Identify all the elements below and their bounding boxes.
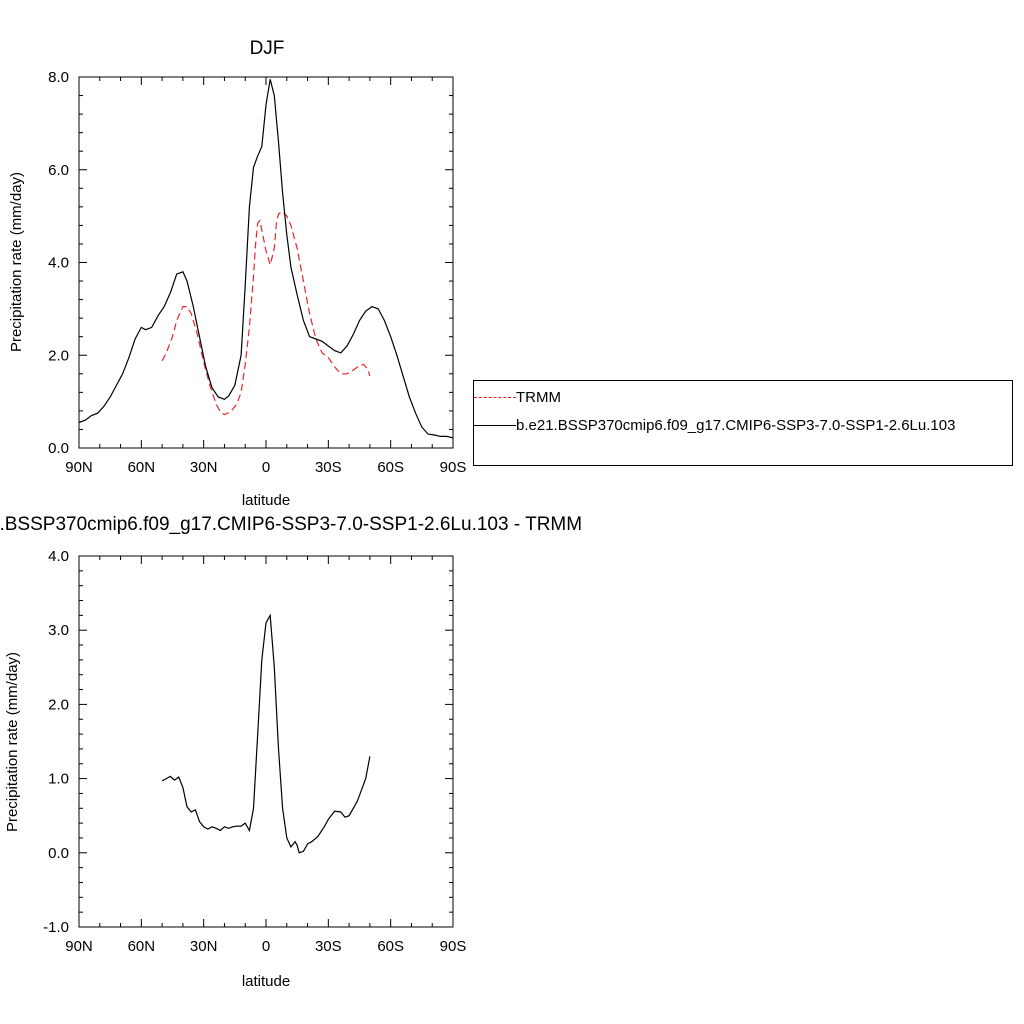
series-line-0	[161, 210, 371, 416]
chart-title: b.e21.BSSP370cmip6.f09_g17.CMIP6-SSP3-7.…	[0, 514, 582, 535]
x-tick-label: 60N	[128, 459, 156, 476]
y-tick-label: 4.0	[48, 255, 69, 272]
legend-label: TRMM	[516, 388, 561, 406]
y-tick-label: -1.0	[43, 919, 69, 936]
x-tick-label: 60N	[128, 938, 156, 955]
plot-frame	[78, 76, 454, 449]
y-tick-label: 6.0	[48, 162, 69, 179]
y-axis-label: Precipitation rate (mm/day)	[4, 652, 21, 832]
legend-entry-trmm: TRMM	[474, 387, 561, 407]
x-tick-label: 60S	[377, 459, 404, 476]
x-tick-label: 30S	[315, 459, 342, 476]
legend-entry-model: b.e21.BSSP370cmip6.f09_g17.CMIP6-SSP3-7.…	[474, 415, 955, 435]
x-tick-label: 60S	[377, 938, 404, 955]
series-group	[78, 79, 454, 439]
x-tick-label: 30S	[315, 938, 342, 955]
chart-title: DJF	[250, 38, 285, 59]
x-axis: 90N 60N 30N 0 30S 60S 90S	[65, 77, 466, 476]
legend: TRMM b.e21.BSSP370cmip6.f09_g17.CMIP6-SS…	[473, 380, 1013, 466]
x-tick-label: 0	[262, 938, 270, 955]
series-group	[161, 613, 371, 854]
legend-swatch-solid	[474, 424, 516, 426]
x-tick-label: 30N	[190, 938, 218, 955]
x-tick-label: 90S	[440, 938, 467, 955]
y-axis: 0.0 2.0 4.0 6.0 8.0	[48, 69, 453, 457]
x-axis: 90N 60N 30N 0 30S 60S 90S	[65, 556, 466, 955]
y-axis: -1.0 0.0 1.0 2.0 3.0 4.0	[43, 548, 453, 936]
plot-frame	[78, 555, 454, 928]
panel-djf: DJF 90N 60N 30N 0 30S 60S 90S 0.02.04.06.08.0 …	[8, 38, 466, 509]
y-tick-label: 2.0	[48, 696, 69, 713]
y-tick-label: 4.0	[48, 548, 69, 565]
y-tick-label: 1.0	[48, 771, 69, 788]
series-line-0	[161, 613, 371, 854]
y-tick-label: 3.0	[48, 622, 69, 639]
y-axis-label: Precipitation rate (mm/day)	[8, 172, 25, 352]
y-tick-label: 2.0	[48, 347, 69, 364]
x-axis-label: latitude	[242, 973, 290, 990]
legend-label: b.e21.BSSP370cmip6.f09_g17.CMIP6-SSP3-7.…	[516, 416, 956, 434]
x-tick-label: 30N	[190, 459, 218, 476]
x-tick-label: 90N	[65, 459, 93, 476]
x-axis-label: latitude	[242, 492, 290, 509]
x-tick-label: 90N	[65, 938, 93, 955]
y-tick-label: 0.0	[48, 845, 69, 862]
series-line-1	[78, 79, 454, 439]
x-tick-label: 0	[262, 459, 270, 476]
y-tick-label: 0.0	[48, 440, 69, 457]
panel-difference: b.e21.BSSP370cmip6.f09_g17.CMIP6-SSP3-7.…	[0, 514, 582, 990]
y-tick-label: 8.0	[48, 69, 69, 86]
x-tick-label: 90S	[440, 459, 467, 476]
legend-swatch-dashed	[474, 396, 516, 398]
